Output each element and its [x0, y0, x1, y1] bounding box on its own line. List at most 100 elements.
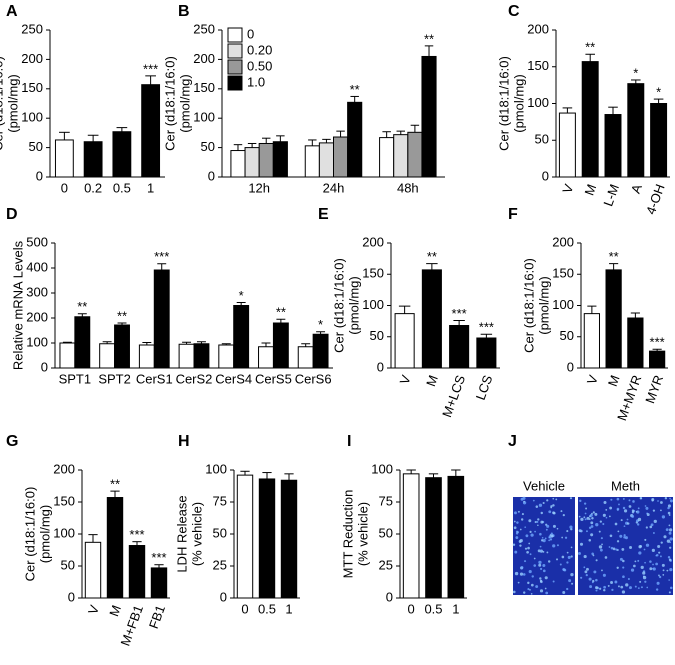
error-bar	[653, 98, 664, 104]
y-axis-label: Cer (d18:1/16:0)	[331, 258, 346, 353]
cell-dot	[571, 582, 574, 585]
cell-dot	[535, 505, 539, 508]
cell-dot	[534, 530, 536, 533]
cell-dot	[619, 557, 623, 561]
cell-dot	[564, 536, 568, 539]
bar	[106, 497, 124, 599]
cell-dot	[523, 591, 526, 594]
cell-dot	[644, 538, 647, 541]
cell-dot	[570, 546, 573, 549]
cell-dot	[602, 523, 605, 526]
cell-dot	[618, 503, 620, 506]
cell-dot	[539, 549, 542, 552]
cell-dot	[669, 497, 671, 500]
y-axis-label: (pmol/mg)	[37, 505, 52, 564]
error-bar	[336, 130, 345, 138]
cell-dot	[516, 521, 519, 524]
y-axis-label: Cer (d18:1/16:0)	[0, 56, 5, 151]
significance-label: **	[110, 477, 120, 492]
cell-dot	[584, 502, 587, 505]
cell-dot	[530, 593, 533, 595]
cell-dot	[593, 570, 597, 574]
significance-label: *	[656, 85, 661, 100]
bar	[280, 479, 298, 599]
cell-dot	[623, 525, 626, 528]
cell-dot	[622, 497, 625, 500]
error-bar	[110, 490, 120, 498]
y-axis-label: (pmol/mg)	[346, 276, 361, 335]
cell-dot	[605, 508, 608, 511]
bar	[258, 142, 274, 178]
error-bar	[154, 564, 164, 568]
cell-dot	[540, 511, 543, 515]
cell-dot	[530, 583, 534, 587]
cell-dot	[669, 528, 673, 532]
cell-dot	[646, 513, 650, 517]
y-tick-label: 100	[205, 461, 227, 476]
cell-dot	[569, 497, 573, 500]
error-bar	[406, 469, 416, 474]
bar	[258, 346, 274, 369]
error-bar	[350, 95, 359, 103]
significance-label: **	[427, 249, 437, 264]
x-tick-label: 1	[452, 601, 459, 616]
cell-dot	[667, 506, 670, 510]
x-tick-label: 0.2	[84, 180, 102, 195]
cell-dot	[590, 533, 594, 537]
bar	[153, 269, 170, 369]
significance-label: *	[318, 317, 323, 332]
cell-dot	[662, 574, 665, 576]
cell-dot	[552, 497, 555, 500]
cell-dot	[552, 580, 555, 583]
error-bar	[396, 130, 406, 135]
bar	[230, 150, 246, 178]
x-tick-label: M	[581, 182, 599, 197]
cell-dot	[644, 561, 646, 564]
cell-dot	[533, 564, 537, 567]
cell-dot	[547, 560, 551, 563]
legend-label: 0.20	[247, 42, 272, 57]
x-tick-label: M	[423, 373, 441, 388]
x-tick-label: SPT1	[59, 371, 92, 386]
cell-dot	[561, 555, 565, 559]
x-tick-label: CerS2	[176, 371, 213, 386]
error-bar	[585, 53, 595, 62]
panel-letter: E	[318, 206, 329, 223]
cell-dot	[517, 510, 520, 513]
cell-dot	[645, 506, 649, 510]
cell-dot	[652, 567, 654, 570]
bar	[627, 83, 645, 178]
cell-dot	[546, 551, 549, 554]
x-tick-label: 0.5	[113, 180, 131, 195]
bar	[421, 269, 442, 369]
x-tick-label: CerS6	[295, 371, 332, 386]
cell-dot	[610, 546, 614, 550]
error-bar	[451, 469, 461, 477]
bar	[583, 313, 600, 369]
cell-dot	[661, 515, 666, 519]
error-bar	[398, 305, 411, 314]
cell-dot	[628, 505, 632, 508]
cell-dot	[541, 537, 544, 539]
cell-dot	[562, 568, 566, 572]
cell-dot	[527, 546, 530, 550]
cell-dot	[570, 573, 574, 577]
bar	[581, 61, 599, 178]
cell-dot	[539, 545, 542, 548]
bar	[650, 103, 668, 178]
cell-dot	[608, 546, 611, 548]
y-tick-label: 50	[201, 139, 215, 154]
bar	[333, 136, 349, 178]
cell-dot	[622, 575, 625, 579]
cell-dot	[528, 519, 532, 523]
cell-dot	[600, 537, 603, 540]
bar	[272, 322, 289, 369]
cell-dot	[544, 537, 547, 540]
cell-dot	[595, 586, 598, 590]
cell-dot	[649, 560, 652, 563]
cell-dot	[668, 514, 671, 516]
cell-dot	[525, 534, 529, 538]
y-tick-label: 0	[36, 168, 43, 183]
cell-dot	[529, 530, 532, 533]
cell-dot	[631, 509, 635, 512]
